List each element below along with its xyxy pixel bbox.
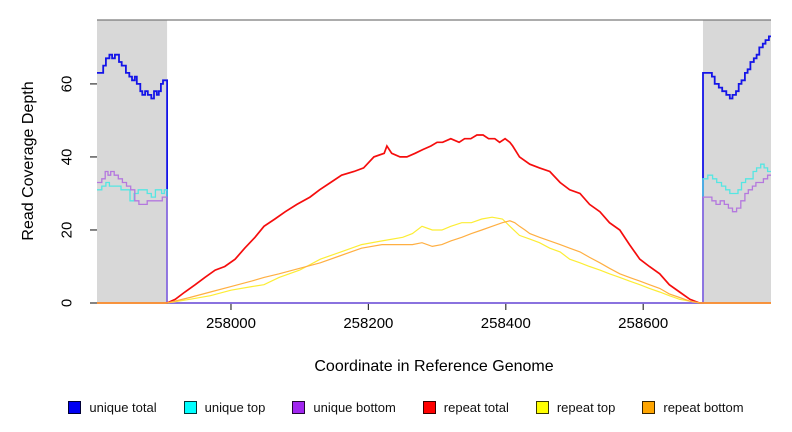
y-tick-label-60: 60 xyxy=(58,75,76,93)
legend-swatch-unique-bottom xyxy=(292,400,306,414)
legend-swatch-repeat-top xyxy=(535,400,549,414)
x-tick-label-258000: 258000 xyxy=(205,315,256,332)
y-tick-label-0: 0 xyxy=(58,298,76,308)
legend-label: unique bottom xyxy=(313,399,396,415)
y-axis-title: Read Coverage Depth xyxy=(20,81,37,241)
series-line-repeat-total xyxy=(97,134,771,304)
legend-label: unique total xyxy=(89,399,157,415)
legend-item-unique-top: unique top xyxy=(183,399,266,415)
legend-label: repeat top xyxy=(556,399,616,415)
legend-label: repeat bottom xyxy=(663,399,744,415)
legend-swatch-unique-top xyxy=(183,400,197,414)
y-tick-label-20: 20 xyxy=(58,221,76,239)
legend: unique total unique top unique bottom repea… xyxy=(30,396,782,418)
x-tick-label-258400: 258400 xyxy=(480,315,531,332)
legend-swatch-repeat-total xyxy=(422,400,436,414)
x-tick-label-258200: 258200 xyxy=(343,315,394,332)
legend-item-unique-bottom: unique bottom xyxy=(292,399,396,415)
legend-item-unique-total: unique total xyxy=(68,399,157,415)
series-line-unique-total xyxy=(97,35,771,304)
legend-item-repeat-bottom: repeat bottom xyxy=(642,399,744,415)
series-line-repeat-bottom xyxy=(97,220,771,304)
y-tick-label-40: 40 xyxy=(58,148,76,166)
x-axis-title: Coordinate in Reference Genome xyxy=(314,358,554,375)
legend-swatch-repeat-bottom xyxy=(642,400,656,414)
legend-item-repeat-total: repeat total xyxy=(422,399,509,415)
series-line-repeat-top xyxy=(97,216,771,304)
legend-item-repeat-top: repeat top xyxy=(535,399,616,415)
legend-swatch-unique-total xyxy=(68,400,82,414)
x-tick-label-258600: 258600 xyxy=(618,315,669,332)
masked-region-1 xyxy=(702,20,771,303)
masked-region-0 xyxy=(97,20,168,303)
legend-label: repeat total xyxy=(443,399,509,415)
legend-label: unique top xyxy=(204,399,266,415)
